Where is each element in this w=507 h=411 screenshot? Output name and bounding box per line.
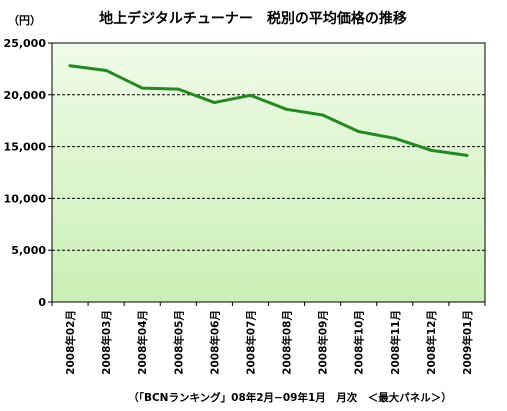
x-tick-label: 2008年06月 (208, 310, 221, 375)
y-axis-unit-label: （円） (8, 14, 41, 27)
data-point (357, 130, 361, 134)
data-point (285, 107, 289, 111)
x-tick-label: 2008年04月 (136, 310, 149, 375)
x-tick-label: 2008年07月 (244, 310, 257, 375)
x-tick-label: 2008年05月 (172, 310, 185, 375)
data-point (393, 136, 397, 140)
series-line (68, 64, 469, 157)
y-tick-label: 20,000 (4, 89, 47, 102)
grid-lines (52, 94, 485, 251)
x-tick-label: 2008年12月 (425, 310, 438, 375)
x-tick-label: 2008年02月 (64, 310, 77, 375)
y-tick-label: 15,000 (4, 141, 47, 154)
data-point (248, 93, 252, 97)
x-tick-label: 2008年08月 (281, 310, 294, 375)
y-tick-label: 0 (38, 296, 46, 309)
data-point (68, 64, 72, 68)
chart-title: 地上デジタルチューナー 税別の平均価格の推移 (99, 10, 407, 27)
x-tick-label: 2008年03月 (100, 310, 113, 375)
y-tick-label: 25,000 (4, 37, 47, 50)
data-point (429, 148, 433, 152)
x-tick-label: 2008年09月 (317, 310, 330, 375)
x-tick-label: 2008年10月 (353, 310, 366, 375)
x-tick-label: 2009年01月 (461, 310, 474, 375)
y-tick-label: 10,000 (4, 192, 47, 205)
x-axis-ticks: 2008年02月 2008年03月 2008年04月 2008年05月 2008年06月… (51, 302, 486, 375)
y-axis-ticks: 0 5,000 10,000 15,000 20,000 25,000 (4, 37, 52, 309)
data-point (212, 101, 216, 105)
x-tick-label: 2008年11月 (389, 310, 402, 375)
data-point (140, 86, 144, 90)
data-point (465, 153, 469, 157)
plot-area (51, 42, 486, 303)
series-layer (68, 64, 469, 157)
source-note: （「BCNランキング」08年2月−09年1月 月次 ＜最大パネル＞） (128, 391, 452, 404)
y-tick-label: 5,000 (11, 244, 46, 257)
data-point (104, 68, 108, 72)
data-point (176, 87, 180, 91)
data-point (321, 113, 325, 117)
